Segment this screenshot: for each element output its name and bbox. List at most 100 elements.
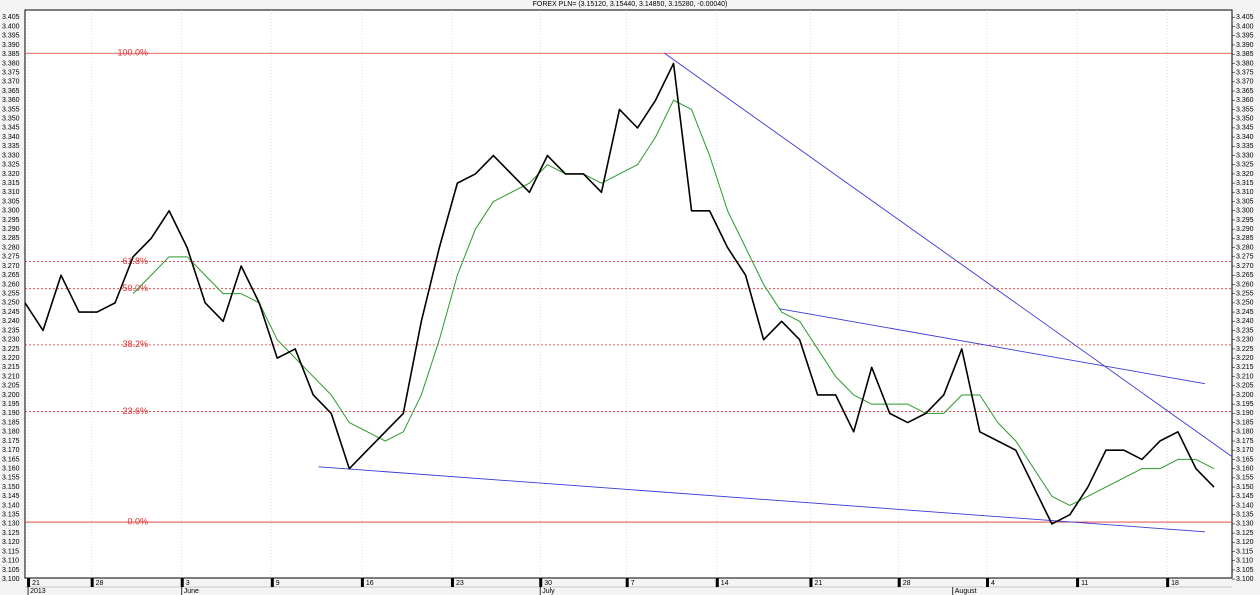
y-tick-label: 3.280 (2, 244, 20, 251)
y-tick-label-right: 3.330 (1236, 152, 1254, 159)
y-tick-label: 3.215 (2, 364, 20, 371)
y-tick-label-right: 3.125 (1236, 530, 1254, 537)
y-tick-label-right: 3.360 (1236, 97, 1254, 104)
x-tick-label: 3 (186, 580, 190, 587)
y-tick-label-right: 3.245 (1236, 309, 1254, 316)
trend-line (779, 308, 1206, 385)
y-tick-label-right: 3.105 (1236, 567, 1254, 574)
level-label: 23.6% (122, 406, 148, 416)
y-tick-label-right: 3.320 (1236, 171, 1254, 178)
y-tick-label: 3.255 (2, 291, 20, 298)
y-tick-label-right: 3.110 (1236, 558, 1253, 565)
y-tick-label-right: 3.120 (1236, 539, 1254, 546)
y-tick-label-right: 3.335 (1236, 143, 1254, 150)
y-tick-label-right: 3.155 (1236, 475, 1254, 482)
y-tick-label: 3.220 (2, 355, 20, 362)
y-tick-label: 3.120 (2, 539, 20, 546)
y-tick-label-right: 3.180 (1236, 429, 1254, 436)
y-tick-label-right: 3.350 (1236, 116, 1254, 123)
y-tick-label: 3.240 (2, 318, 20, 325)
level-label: 100.0% (117, 48, 148, 58)
trend-line (664, 52, 1233, 458)
y-tick-label: 3.325 (2, 162, 20, 169)
y-tick-label-right: 3.345 (1236, 125, 1254, 132)
y-tick-label: 3.125 (2, 530, 20, 537)
chart-title: FOREX PLN= (3.15120, 3.15440, 3.14850, 3… (533, 1, 728, 8)
y-tick-label: 3.300 (2, 208, 20, 215)
y-tick-label-right: 3.175 (1236, 438, 1254, 445)
y-tick-label-right: 3.370 (1236, 79, 1254, 86)
y-tick-label: 3.235 (2, 327, 20, 334)
y-tick-label: 3.265 (2, 272, 20, 279)
y-tick-label: 3.105 (2, 567, 20, 574)
x-tick (715, 578, 719, 587)
level-label: 38.2% (122, 339, 148, 349)
y-tick-label: 3.190 (2, 410, 20, 417)
y-tick-label-right: 3.235 (1236, 327, 1254, 334)
y-tick-label-right: 3.150 (1236, 484, 1254, 491)
y-tick-label-right: 3.355 (1236, 106, 1254, 113)
y-tick-label: 3.370 (2, 79, 20, 86)
y-tick-label: 3.310 (2, 189, 20, 196)
y-tick-label: 3.245 (2, 309, 20, 316)
x-tick-label: 21 (814, 580, 822, 587)
x-tick (270, 578, 274, 587)
y-tick-label: 3.135 (2, 512, 20, 519)
y-tick-label: 3.305 (2, 198, 20, 205)
y-tick-label-right: 3.280 (1236, 244, 1254, 251)
y-tick-label-right: 3.240 (1236, 318, 1254, 325)
y-tick-label: 3.360 (2, 97, 20, 104)
x-tick (1166, 578, 1170, 587)
y-tick-label-right: 3.300 (1236, 208, 1254, 215)
y-tick-label: 3.270 (2, 263, 20, 270)
y-tick-label-right: 3.205 (1236, 383, 1254, 390)
y-tick-label-right: 3.255 (1236, 291, 1254, 298)
y-tick-label-right: 3.260 (1236, 281, 1254, 288)
month-label: June (184, 588, 199, 595)
y-tick-label: 3.210 (2, 373, 20, 380)
y-tick-label: 3.225 (2, 346, 20, 353)
x-tick-label: 28 (903, 580, 911, 587)
y-tick-label-right: 3.160 (1236, 465, 1254, 472)
y-tick-label-right: 3.340 (1236, 134, 1254, 141)
y-tick-label: 3.350 (2, 116, 20, 123)
y-tick-label-right: 3.115 (1236, 548, 1253, 555)
month-label: July (542, 588, 555, 595)
y-tick-label: 3.165 (2, 456, 20, 463)
y-tick-label-right: 3.290 (1236, 226, 1254, 233)
y-tick-label-right: 3.250 (1236, 300, 1254, 307)
x-tick (809, 578, 813, 587)
y-tick-label-right: 3.145 (1236, 493, 1254, 500)
y-tick-label-right: 3.265 (1236, 272, 1254, 279)
y-tick-label-right: 3.170 (1236, 447, 1254, 454)
level-label: 50.0% (122, 283, 148, 293)
y-tick-label: 3.205 (2, 383, 20, 390)
month-label: 2013 (30, 588, 46, 595)
y-tick-label: 3.390 (2, 42, 20, 49)
y-tick-label-right: 3.400 (1236, 23, 1254, 30)
y-tick-label: 3.175 (2, 438, 20, 445)
y-tick-label-right: 3.295 (1236, 217, 1254, 224)
y-tick-label: 3.180 (2, 429, 20, 436)
y-tick-label: 3.200 (2, 392, 20, 399)
y-tick-label: 3.145 (2, 493, 20, 500)
level-label: 61.8% (122, 256, 148, 266)
y-tick-label: 3.150 (2, 484, 20, 491)
x-tick-label: 28 (96, 580, 104, 587)
y-tick-label-right: 3.310 (1236, 189, 1254, 196)
y-tick-label: 3.100 (2, 576, 20, 583)
y-tick-label-right: 3.325 (1236, 162, 1254, 169)
y-tick-label-right: 3.365 (1236, 88, 1254, 95)
y-tick-label: 3.400 (2, 23, 20, 30)
y-tick-label: 3.195 (2, 401, 20, 408)
y-tick-label: 3.375 (2, 69, 20, 76)
y-tick-label-right: 3.405 (1236, 14, 1254, 21)
y-tick-label-right: 3.185 (1236, 419, 1254, 426)
y-tick-label: 3.385 (2, 51, 20, 58)
x-tick-label: 16 (366, 580, 374, 587)
y-tick-label-right: 3.200 (1236, 392, 1254, 399)
y-tick-label-right: 3.270 (1236, 263, 1254, 270)
y-tick-label: 3.335 (2, 143, 20, 150)
y-tick-label-right: 3.390 (1236, 42, 1254, 49)
